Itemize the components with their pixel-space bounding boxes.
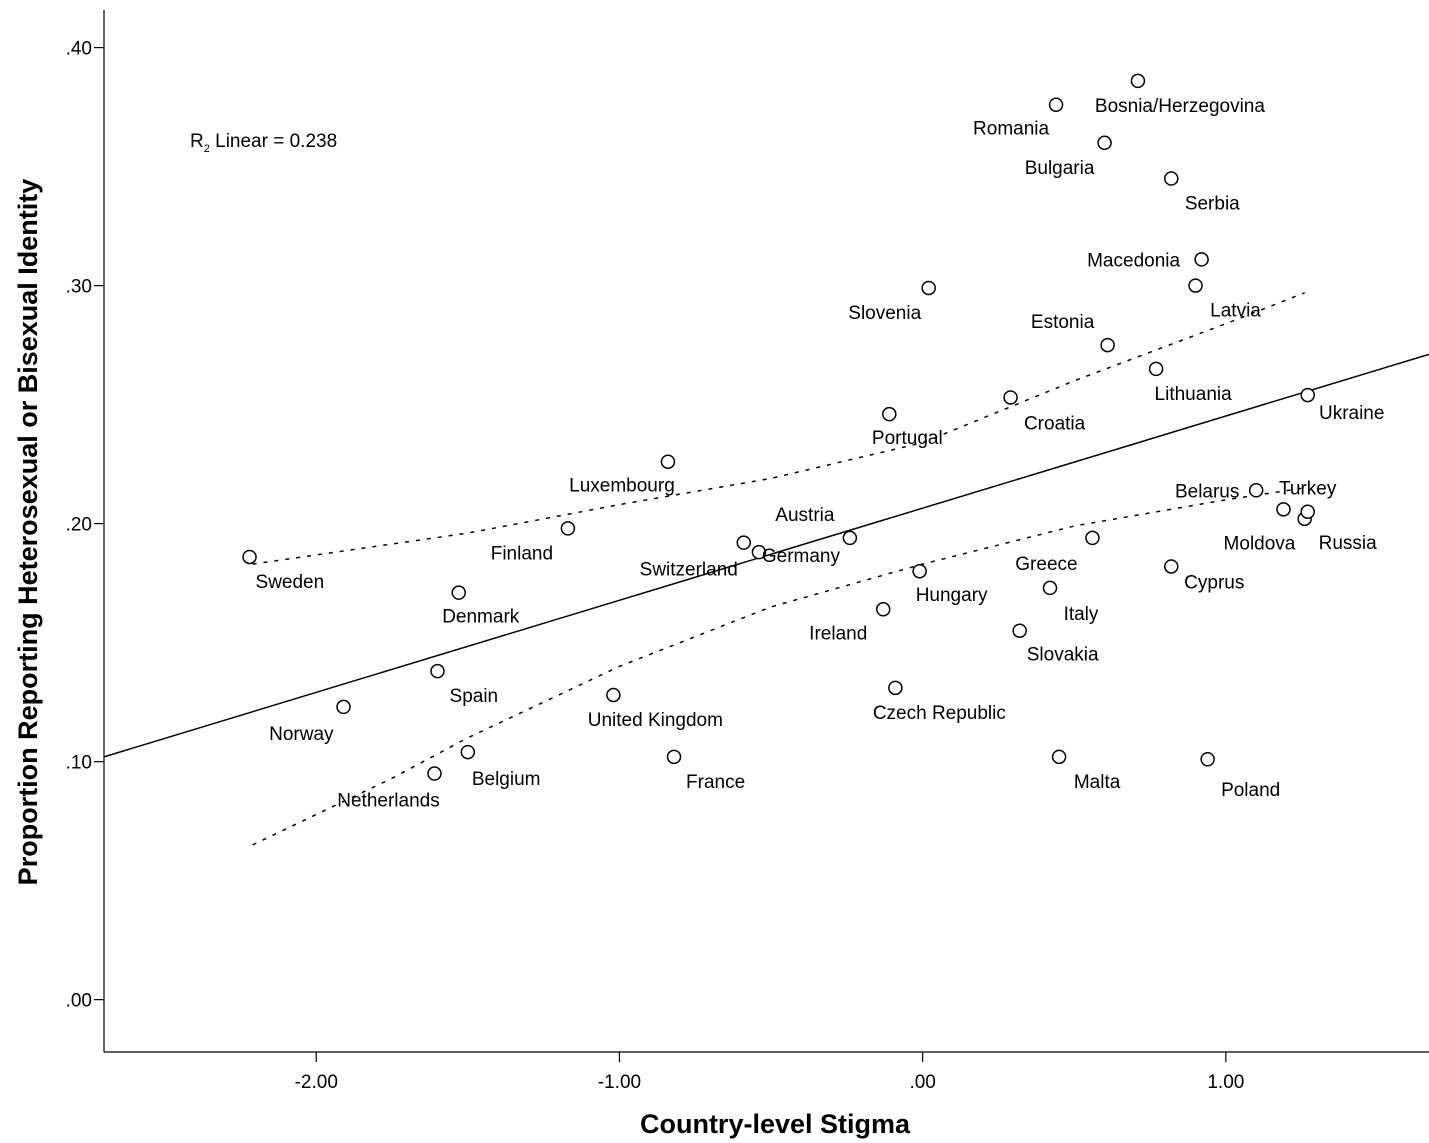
data-point bbox=[842, 530, 858, 546]
data-point-label: Sweden bbox=[256, 572, 325, 593]
fit-line bbox=[103, 353, 1429, 758]
data-point bbox=[1003, 390, 1018, 405]
data-point-label: Malta bbox=[1074, 772, 1121, 793]
data-point bbox=[242, 549, 257, 565]
data-point bbox=[1085, 530, 1100, 546]
data-point-label: Belarus bbox=[1175, 481, 1239, 502]
x-tick-label: -2.00 bbox=[295, 1072, 338, 1093]
data-point bbox=[1100, 337, 1115, 353]
data-point-label: Estonia bbox=[1031, 312, 1095, 333]
data-point-label: Serbia bbox=[1185, 194, 1240, 215]
data-point-label: Romania bbox=[973, 119, 1049, 140]
fit-line-group bbox=[103, 353, 1429, 758]
confidence-band bbox=[252, 292, 1305, 846]
data-point bbox=[912, 563, 927, 579]
data-point-label: Hungary bbox=[916, 585, 988, 606]
data-point bbox=[1012, 623, 1027, 638]
data-point bbox=[560, 521, 576, 536]
data-point bbox=[660, 454, 676, 469]
data-point-label: Poland bbox=[1221, 780, 1280, 801]
data-point bbox=[1276, 502, 1291, 517]
data-point bbox=[460, 744, 476, 760]
data-point bbox=[427, 766, 442, 781]
data-point bbox=[1130, 73, 1146, 89]
data-point-label: Croatia bbox=[1024, 413, 1086, 434]
data-point-label: Slovakia bbox=[1027, 645, 1099, 666]
data-point-label: Russia bbox=[1319, 533, 1378, 554]
y-tick-label: .30 bbox=[66, 277, 92, 298]
data-point-label: Lithuania bbox=[1155, 384, 1233, 405]
data-point bbox=[430, 663, 445, 679]
x-axis-title: Country-level Stigma bbox=[640, 1109, 911, 1139]
data-point bbox=[751, 544, 767, 560]
data-point bbox=[875, 602, 891, 617]
data-point bbox=[1048, 97, 1064, 112]
r-squared-text: Linear = 0.238 bbox=[210, 131, 337, 152]
x-tick-label: -1.00 bbox=[598, 1072, 641, 1093]
data-point-label: Luxembourg bbox=[569, 476, 675, 497]
data-point bbox=[336, 699, 351, 715]
data-point-label: Spain bbox=[450, 686, 499, 707]
data-point-label: Austria bbox=[775, 505, 835, 526]
y-tick-label: .00 bbox=[66, 991, 92, 1012]
data-point bbox=[666, 749, 682, 765]
data-point-label: Belgium bbox=[472, 769, 541, 790]
data-point bbox=[1164, 171, 1179, 186]
data-points bbox=[242, 73, 1315, 781]
data-point-label: Macedonia bbox=[1087, 250, 1180, 271]
data-point-label: Switzerland bbox=[640, 560, 738, 581]
data-point bbox=[1300, 387, 1315, 403]
data-point-label: Latvia bbox=[1210, 301, 1261, 322]
data-point-label: Bulgaria bbox=[1025, 158, 1095, 179]
data-point bbox=[888, 680, 903, 696]
ci-upper-line bbox=[252, 292, 1305, 565]
data-point-label: Turkey bbox=[1279, 479, 1337, 500]
data-point-label: Netherlands bbox=[337, 791, 439, 812]
data-point bbox=[1148, 361, 1164, 377]
r-squared-prefix: R bbox=[190, 131, 204, 152]
data-point-label: Germany bbox=[762, 546, 841, 567]
data-point-label: Greece bbox=[1015, 554, 1077, 575]
data-point bbox=[1194, 252, 1209, 267]
data-point bbox=[1051, 749, 1067, 765]
data-point bbox=[1248, 483, 1264, 498]
r-squared-annotation: R2 Linear = 0.238 bbox=[190, 131, 337, 155]
r-squared-subscript: 2 bbox=[204, 143, 210, 155]
point-labels: Sweden Norway Denmark Spain Netherlands Belgi… bbox=[256, 96, 1385, 812]
axes: .00 .10 .20 .30 .40 -2.00 -1.00 .00 1.00 bbox=[66, 10, 1429, 1093]
data-point bbox=[1042, 580, 1058, 596]
data-point-label: Czech Republic bbox=[873, 703, 1006, 724]
x-tick-label: .00 bbox=[909, 1072, 935, 1093]
data-point-label: Cyprus bbox=[1184, 572, 1244, 593]
data-point-label: Moldova bbox=[1224, 533, 1296, 554]
y-tick-label: .20 bbox=[66, 515, 92, 536]
data-point-label: Norway bbox=[269, 724, 334, 745]
data-point-label: France bbox=[686, 772, 745, 793]
data-point bbox=[1097, 135, 1112, 151]
data-point-label: Slovenia bbox=[848, 303, 921, 324]
y-tick-label: .40 bbox=[66, 39, 92, 60]
data-point-label: Portugal bbox=[872, 428, 943, 449]
data-point-label: Ireland bbox=[809, 623, 867, 644]
data-point bbox=[1188, 278, 1203, 293]
data-point bbox=[1200, 751, 1215, 767]
data-point-label: Ukraine bbox=[1319, 403, 1384, 424]
data-point bbox=[736, 535, 752, 550]
y-tick-label: .10 bbox=[66, 753, 92, 774]
data-point-label: Denmark bbox=[442, 607, 520, 628]
x-tick-label: 1.00 bbox=[1207, 1072, 1244, 1093]
data-point bbox=[451, 585, 466, 600]
data-point-label: Finland bbox=[491, 543, 553, 564]
data-point bbox=[606, 687, 621, 703]
y-axis-title: Proportion Reporting Heterosexual or Bis… bbox=[13, 179, 43, 886]
data-point-label: Bosnia/Herzegovina bbox=[1095, 96, 1265, 117]
data-point bbox=[882, 406, 897, 422]
data-point bbox=[1164, 559, 1179, 574]
data-point bbox=[1300, 504, 1315, 519]
data-point-label: United Kingdom bbox=[588, 710, 723, 731]
data-point bbox=[921, 280, 936, 296]
data-point-label: Italy bbox=[1064, 604, 1099, 625]
